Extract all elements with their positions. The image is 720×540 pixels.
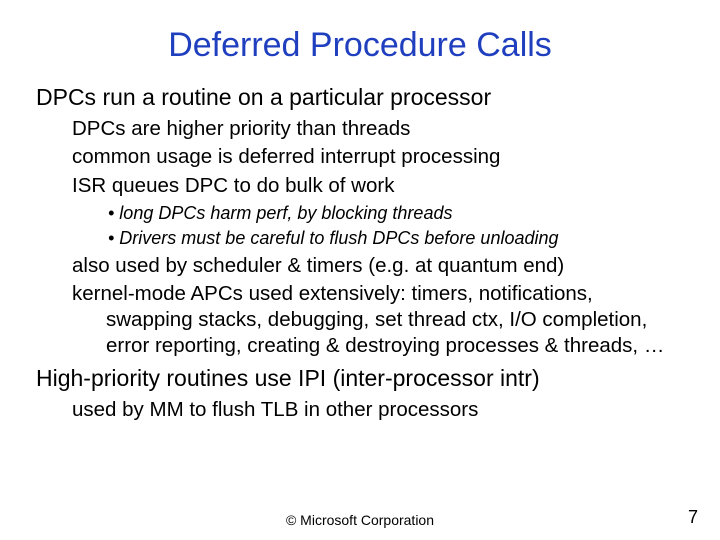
body-line-4: ISR queues DPC to do bulk of work <box>72 173 684 199</box>
bullet-2: • Drivers must be careful to flush DPCs … <box>108 227 684 250</box>
body-line-1: DPCs run a routine on a particular proce… <box>36 83 684 112</box>
body-line-8: used by MM to flush TLB in other process… <box>72 397 684 423</box>
body-line-6: kernel-mode APCs used extensively: timer… <box>72 281 684 358</box>
body-line-3: common usage is deferred interrupt proce… <box>72 144 684 170</box>
slide: Deferred Procedure Calls DPCs run a rout… <box>0 0 720 540</box>
bullet-1: • long DPCs harm perf, by blocking threa… <box>108 202 684 225</box>
footer-copyright: © Microsoft Corporation <box>0 512 720 528</box>
body-line-2: DPCs are higher priority than threads <box>72 116 684 142</box>
slide-title: Deferred Procedure Calls <box>36 26 684 65</box>
body-line-5: also used by scheduler & timers (e.g. at… <box>72 253 684 279</box>
page-number: 7 <box>688 507 698 528</box>
body-line-7: High-priority routines use IPI (inter-pr… <box>36 364 684 393</box>
